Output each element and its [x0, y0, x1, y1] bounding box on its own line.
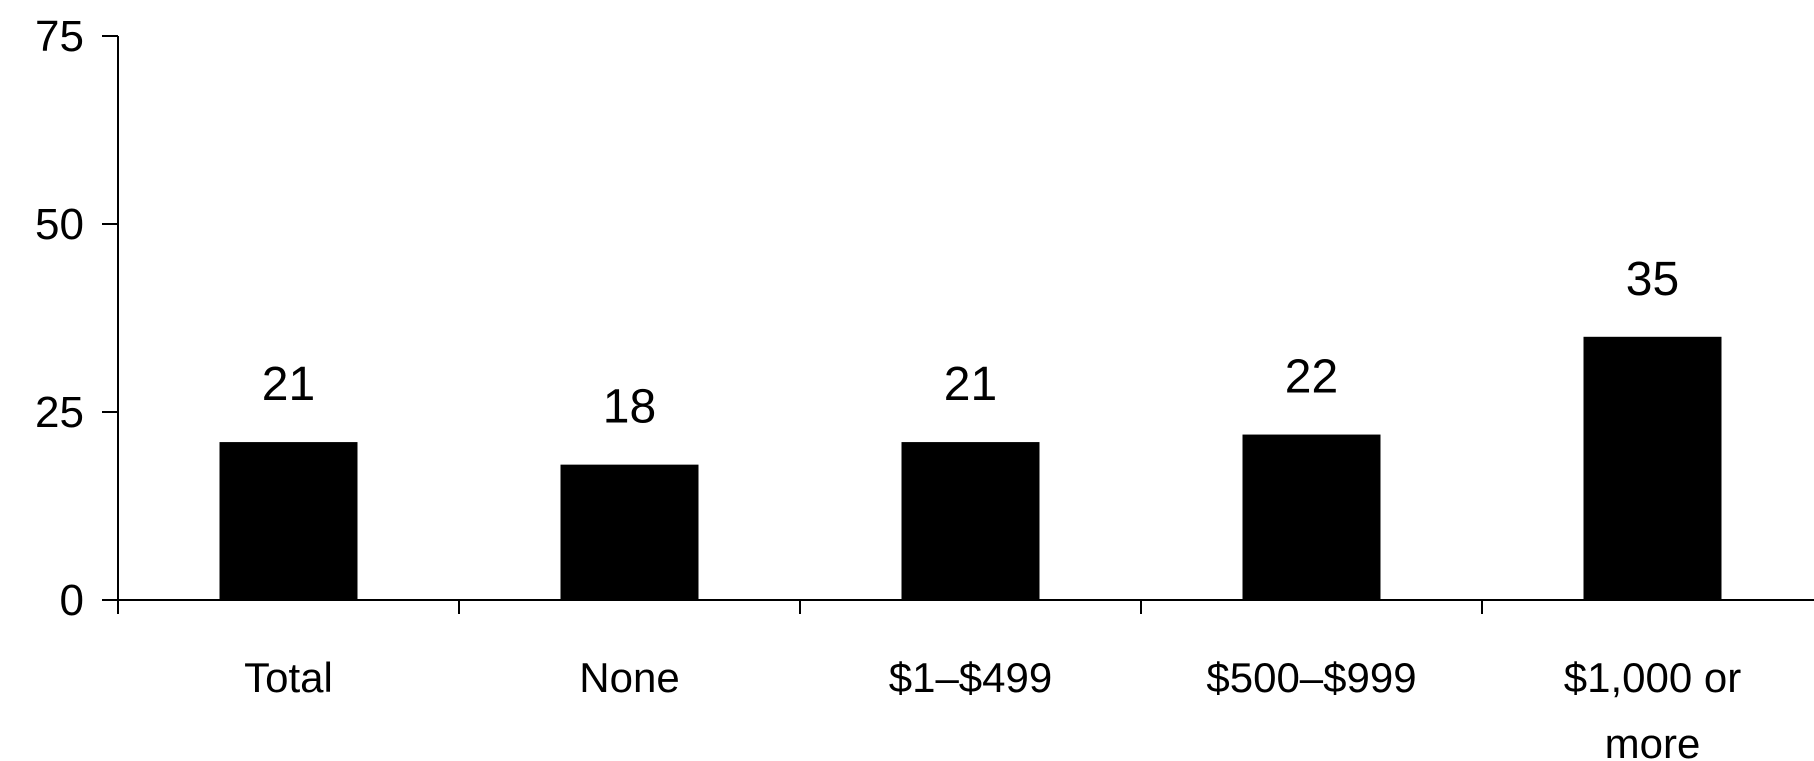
- category-labels: Total None $1–$499 $500–$999 $1,000 or more: [244, 654, 1741, 761]
- data-label: 21: [944, 358, 997, 411]
- y-tick-label: 50: [35, 200, 84, 249]
- category-label: $1–$499: [889, 654, 1053, 701]
- data-label: 35: [1626, 253, 1679, 306]
- category-label-line: None: [579, 654, 679, 701]
- bars: [219, 336, 1722, 600]
- category-label-line: $1–$499: [889, 654, 1053, 701]
- bar: [1583, 336, 1722, 600]
- data-label: 21: [262, 358, 315, 411]
- category-label-line: $500–$999: [1206, 654, 1416, 701]
- data-label: 22: [1285, 351, 1338, 404]
- y-tick-label: 75: [35, 12, 84, 61]
- bar: [1242, 434, 1381, 600]
- category-label-line: Total: [244, 654, 333, 701]
- bar: [901, 442, 1040, 600]
- category-label-line: more: [1605, 720, 1701, 761]
- y-axis: 0 25 50 75: [35, 12, 119, 625]
- bar: [219, 442, 358, 600]
- category-label: $500–$999: [1206, 654, 1416, 701]
- data-label: 18: [603, 381, 656, 434]
- bar: [560, 464, 699, 600]
- category-label-line: $1,000 or: [1564, 654, 1741, 701]
- y-tick-label: 0: [60, 576, 84, 625]
- x-axis: [117, 599, 1814, 614]
- category-label: Total: [244, 654, 333, 701]
- category-label: None: [579, 654, 679, 701]
- y-tick-label: 25: [35, 388, 84, 437]
- data-labels: 21 18 21 22 35: [262, 253, 1679, 434]
- category-label: $1,000 or more: [1564, 654, 1741, 761]
